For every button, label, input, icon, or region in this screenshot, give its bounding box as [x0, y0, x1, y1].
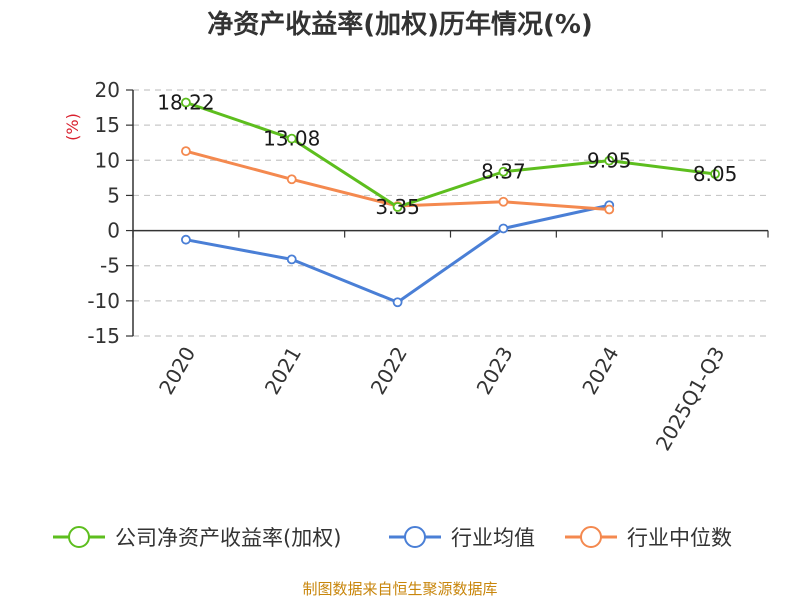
x-tick-label: 2021	[260, 343, 306, 399]
legend-swatch-marker	[68, 526, 90, 548]
data-point	[710, 169, 720, 179]
data-label: 8.05	[693, 162, 738, 186]
y-tick-label: 0	[107, 219, 120, 243]
data-point	[392, 202, 403, 212]
y-tick-label: -15	[87, 324, 120, 348]
data-point	[286, 174, 297, 185]
axes: 20 15 10 5 0 -5 -10 -15 2020 2021 2022 2023 2024 2025…	[87, 78, 769, 455]
legend: 公司净资产收益率(加权) 行业均值 行业中位数	[53, 526, 732, 550]
y-axis-label: (%)	[63, 113, 82, 141]
x-tick-label: 2025Q1-Q3	[651, 343, 730, 455]
y-tick-label: 5	[107, 183, 120, 207]
data-label: 18.22	[157, 91, 214, 115]
data-label: 9.95	[587, 149, 632, 173]
data-point	[286, 254, 297, 265]
x-tick-label: 2022	[366, 343, 412, 399]
data-label: 13.08	[263, 127, 320, 151]
legend-label: 公司净资产收益率(加权)	[115, 526, 341, 550]
x-tick-label: 2023	[472, 343, 518, 399]
data-label: 8.37	[481, 160, 526, 184]
data-point	[604, 204, 615, 215]
data-point	[498, 223, 509, 234]
x-tick-label: 2020	[154, 343, 200, 399]
legend-swatch-marker	[580, 526, 602, 548]
series-line	[185, 101, 716, 209]
data-labels: 18.22 13.08 3.35 8.37 9.95 8.05	[157, 91, 737, 220]
chart-title: 净资产收益率(加权)历年情况(%)	[207, 9, 593, 40]
series-line	[185, 203, 610, 304]
legend-label: 行业均值	[451, 526, 535, 550]
data-label: 3.35	[375, 195, 420, 219]
data-point	[392, 297, 403, 308]
legend-label: 行业中位数	[627, 526, 732, 550]
data-point	[604, 155, 615, 166]
y-tick-label: 20	[95, 78, 120, 102]
y-tick-label: -5	[100, 254, 120, 278]
data-point	[181, 146, 191, 157]
data-point	[498, 196, 509, 207]
data-point	[286, 133, 297, 144]
grid-lines	[133, 89, 768, 337]
x-tick-label: 2024	[577, 343, 623, 399]
y-tick-label: 10	[95, 148, 120, 172]
series-lines	[181, 97, 720, 308]
y-tick-label: 15	[95, 113, 120, 137]
y-tick-label: -10	[87, 289, 120, 313]
data-point	[181, 234, 191, 245]
legend-swatch-marker	[404, 526, 426, 548]
data-point	[181, 97, 191, 108]
data-point	[498, 166, 509, 177]
source-note: 制图数据来自恒生聚源数据库	[302, 580, 497, 598]
